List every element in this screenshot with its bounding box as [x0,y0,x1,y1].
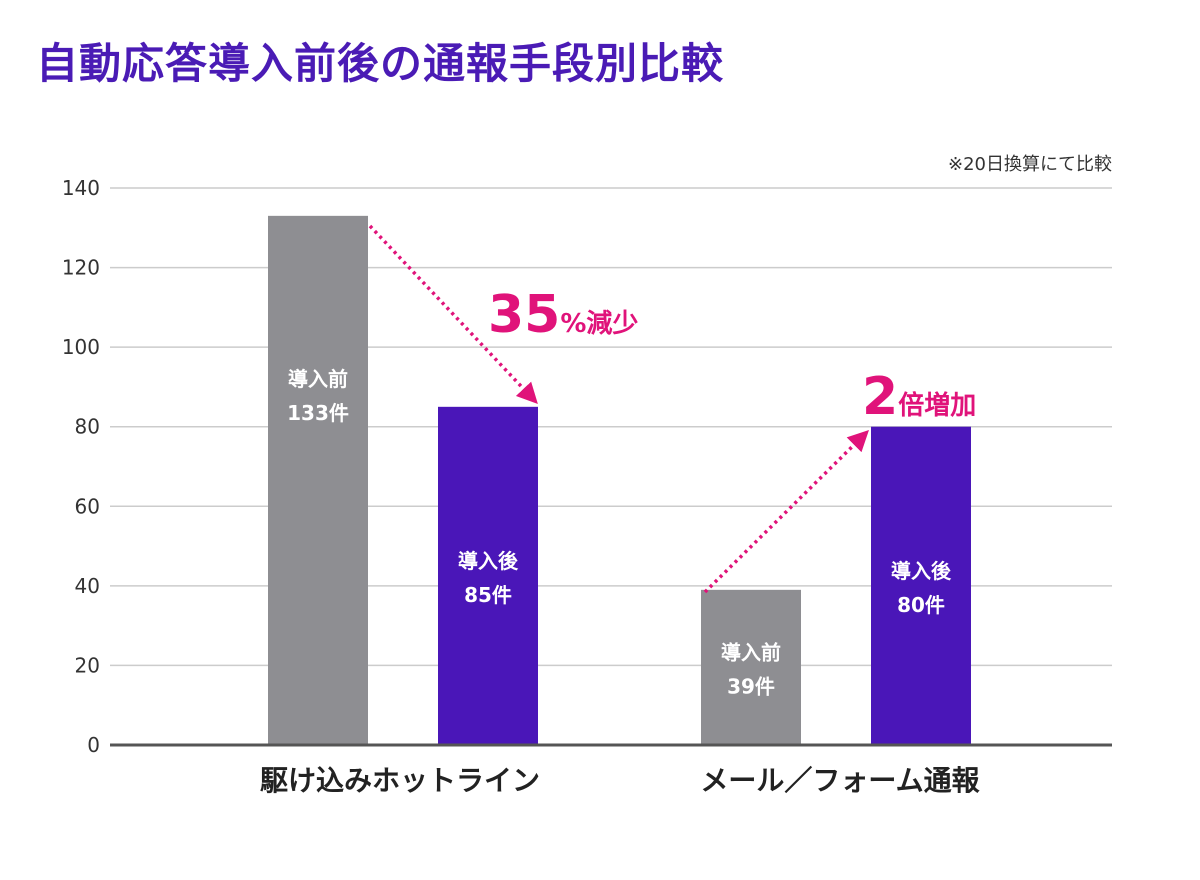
change-arrow [368,224,538,405]
bar-before [701,589,801,745]
change-arrow [703,430,869,594]
bar-label-stage: 導入前 [288,367,348,391]
annotation-unit: %減少 [560,309,638,339]
bar-label-count: 39件 [727,674,775,698]
annotation-number: 2 [862,367,898,427]
bar-label-count: 85件 [464,583,512,607]
annotation-number: 35 [488,285,560,345]
y-tick-label: 40 [75,574,100,598]
y-tick-label: 0 [87,733,100,757]
annotation-unit: 倍増加 [898,390,976,421]
bar-label-stage: 導入後 [458,549,519,573]
x-category-label: メール／フォーム通報 [700,764,980,797]
bar-label-count: 80件 [897,593,945,617]
y-tick-label: 140 [62,176,100,200]
y-tick-label: 20 [75,653,100,677]
chart-note: ※20日換算にて比較 [948,154,1112,175]
bar-after [871,426,971,745]
bar-after [438,406,538,745]
change-annotation: 35%減少 [488,285,638,345]
chart-title: 自動応答導入前後の通報手段別比較 [36,39,725,88]
x-category-label: 駆け込みホットライン [260,764,540,797]
change-annotation: 2倍増加 [862,367,976,427]
y-tick-label: 100 [62,335,100,359]
y-tick-label: 120 [62,256,100,280]
bar-label-stage: 導入後 [891,559,952,583]
y-tick-label: 60 [75,494,100,518]
y-tick-label: 80 [75,415,100,439]
bar-before [268,215,368,746]
bar-label-stage: 導入前 [721,640,781,664]
bar-label-count: 133件 [287,401,349,425]
